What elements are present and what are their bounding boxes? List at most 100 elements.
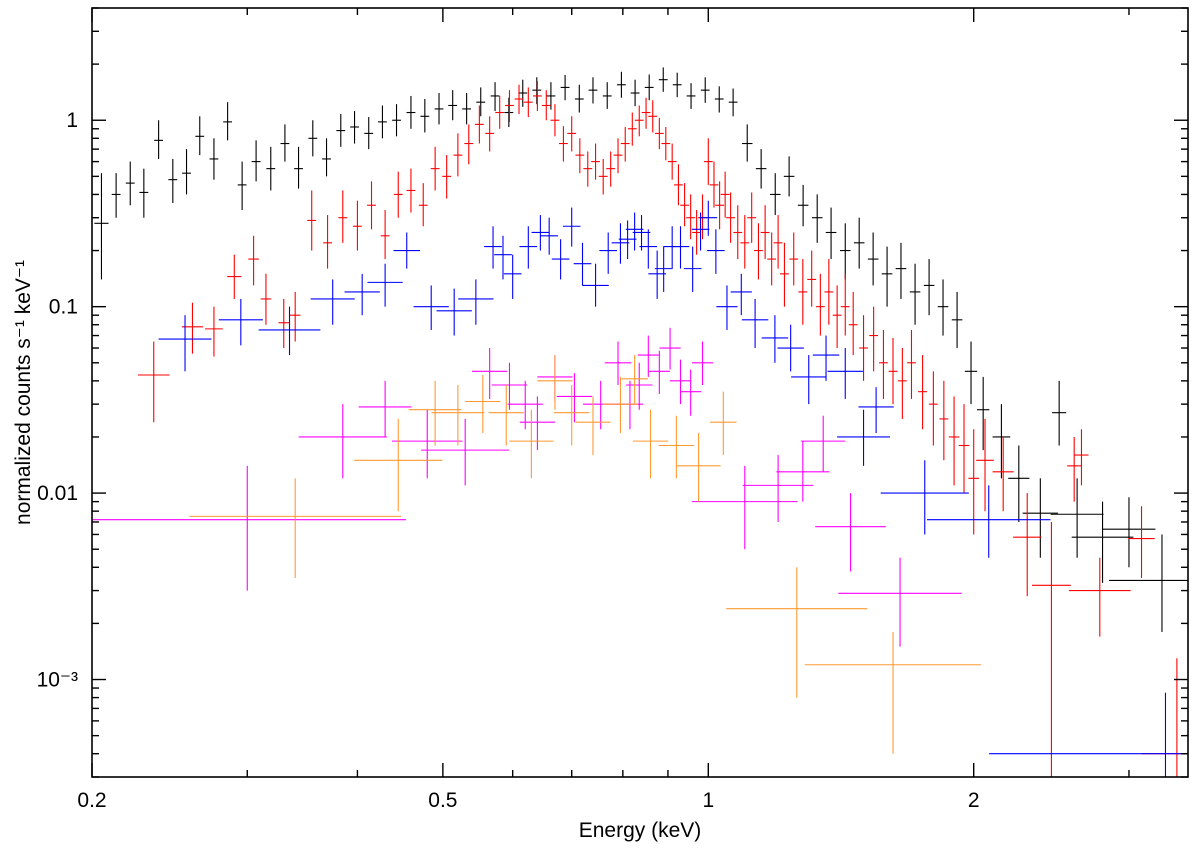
data-point-red-82: [958, 404, 970, 494]
data-point-black-51: [811, 194, 823, 243]
data-point-orange-6: [509, 409, 554, 479]
data-point-red-36: [606, 151, 616, 187]
data-point-magenta-24: [801, 415, 846, 472]
data-point-red-73: [869, 306, 879, 372]
data-point-black-0: [94, 173, 109, 280]
tick-label-layer: 0.2 0.5 1 2 10⁻³ 0.01 0.1 1: [37, 109, 980, 812]
data-point-black-8: [209, 138, 219, 180]
data-point-red-14: [393, 171, 403, 218]
data-point-blue-33: [707, 229, 725, 274]
data-point-red-77: [907, 329, 916, 399]
data-point-orange-9: [575, 396, 611, 456]
data-point-red-52: [709, 161, 719, 208]
data-point-black-39: [644, 74, 654, 101]
data-point-red-88: [1067, 436, 1082, 502]
data-point-red-66: [807, 250, 817, 307]
data-point-black-19: [364, 117, 374, 150]
data-point-blue-46: [989, 692, 1188, 777]
data-point-red-7: [289, 291, 301, 342]
data-point-red-8: [307, 190, 317, 251]
data-point-black-63: [976, 376, 990, 451]
data-point-red-37: [613, 138, 623, 174]
data-point-red-51: [703, 138, 713, 185]
data-point-red-58: [747, 192, 757, 243]
data-point-black-37: [616, 71, 626, 98]
data-point-magenta-23: [776, 441, 830, 502]
data-point-blue-45: [927, 485, 1051, 558]
data-point-black-62: [964, 341, 978, 405]
data-point-blue-40: [812, 335, 840, 381]
data-point-black-4: [154, 120, 164, 159]
data-point-red-75: [888, 337, 898, 405]
data-point-black-12: [266, 146, 276, 191]
series-black: [94, 67, 1188, 632]
data-point-magenta-12: [604, 341, 632, 386]
data-point-red-38: [620, 126, 630, 162]
data-point-magenta-25: [815, 493, 886, 572]
data-point-red-53: [715, 181, 725, 230]
data-point-red-35: [598, 158, 608, 195]
data-point-orange-3: [431, 385, 485, 446]
data-point-red-63: [780, 242, 789, 307]
data-point-blue-30: [683, 246, 702, 292]
data-point-red-16: [418, 183, 428, 227]
data-point-blue-1: [218, 298, 263, 346]
data-point-blue-41: [827, 348, 863, 399]
data-point-red-25: [514, 84, 524, 115]
data-point-black-2: [125, 161, 135, 206]
data-point-blue-17: [562, 207, 581, 247]
data-point-red-62: [773, 215, 783, 269]
data-point-blue-29: [671, 226, 690, 269]
data-point-orange-7: [537, 355, 573, 410]
data-point-black-68: [1050, 478, 1104, 558]
data-point-black-7: [195, 116, 205, 156]
data-point-red-31: [567, 116, 577, 152]
data-point-red-33: [583, 151, 593, 187]
data-point-blue-36: [741, 298, 769, 349]
data-point-red-64: [789, 232, 799, 286]
data-point-red-47: [680, 183, 690, 227]
data-point-black-13: [280, 124, 290, 162]
data-point-blue-2: [258, 306, 321, 356]
data-point-blue-11: [494, 235, 512, 280]
data-point-blue-8: [436, 288, 472, 336]
data-point-orange-4: [465, 374, 501, 434]
data-point-blue-5: [367, 263, 403, 307]
data-point-red-83: [968, 429, 980, 535]
data-point-black-35: [588, 77, 598, 104]
data-point-orange-10: [602, 376, 639, 434]
data-point-orange-15: [710, 391, 737, 456]
data-point-black-70: [1102, 497, 1156, 568]
data-point-red-32: [575, 138, 585, 174]
data-point-black-43: [700, 77, 710, 103]
data-point-black-9: [223, 102, 233, 141]
data-point-blue-28: [663, 226, 681, 269]
data-point-orange-17: [804, 631, 982, 754]
data-point-red-86: [1013, 493, 1042, 597]
data-point-black-40: [658, 67, 668, 92]
data-point-red-48: [686, 194, 696, 240]
data-point-blue-24: [632, 215, 651, 251]
data-point-red-45: [667, 143, 677, 180]
data-point-black-50: [797, 184, 809, 227]
data-point-red-60: [760, 205, 770, 260]
data-point-orange-1: [354, 418, 443, 512]
data-point-blue-15: [540, 217, 558, 255]
data-point-red-23: [495, 95, 505, 129]
data-point-blue-0: [158, 315, 212, 372]
data-point-black-55: [867, 232, 879, 286]
data-point-red-89: [1074, 429, 1089, 486]
data-point-magenta-14: [626, 362, 653, 410]
data-point-black-34: [574, 84, 584, 113]
data-point-black-31: [532, 77, 542, 105]
data-point-red-26: [523, 87, 533, 118]
y-axis-label: normalized counts s⁻¹ keV⁻¹: [12, 260, 35, 525]
data-point-black-65: [1008, 445, 1030, 522]
data-point-black-41: [672, 72, 682, 98]
data-point-orange-8: [554, 385, 590, 446]
data-point-red-10: [338, 190, 348, 243]
data-point-red-28: [541, 90, 551, 121]
data-point-magenta-10: [556, 373, 593, 423]
data-point-red-42: [648, 100, 658, 133]
data-point-black-15: [308, 120, 318, 157]
